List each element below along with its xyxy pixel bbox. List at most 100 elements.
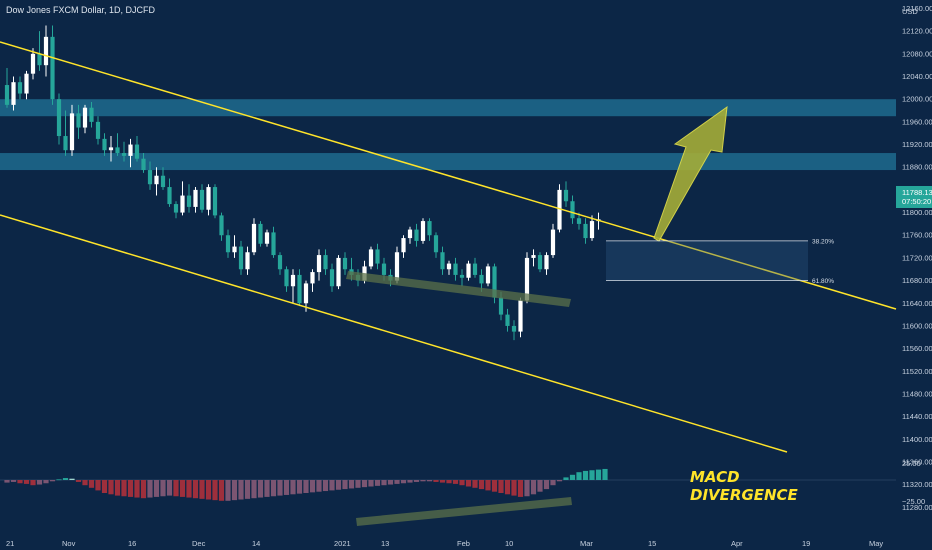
candle bbox=[518, 297, 523, 338]
price-divergence-line[interactable] bbox=[346, 271, 571, 307]
macd-bar bbox=[387, 480, 394, 485]
macd-bar bbox=[166, 480, 173, 496]
macd-bar bbox=[283, 480, 290, 495]
macd-scale-label: 25.00 bbox=[902, 459, 921, 468]
candle bbox=[589, 215, 595, 241]
candle bbox=[115, 133, 120, 156]
candle bbox=[141, 153, 146, 173]
time-axis-label: Dec bbox=[192, 539, 206, 548]
bullish-target-arrow[interactable] bbox=[653, 105, 728, 242]
time-axis-label: 10 bbox=[505, 539, 513, 548]
candle bbox=[43, 25, 49, 77]
macd-annotation: MACD DIVERGENCE bbox=[690, 468, 799, 504]
price-scale-label: 12120.00 bbox=[902, 27, 932, 36]
macd-bar bbox=[257, 480, 264, 498]
macd-bar bbox=[543, 480, 550, 490]
candle bbox=[570, 195, 575, 224]
macd-bar bbox=[309, 480, 316, 493]
time-axis-label: 14 bbox=[252, 539, 260, 548]
countdown-label: 07:50:20 bbox=[902, 197, 931, 206]
macd-bar bbox=[277, 480, 283, 496]
fib-label-61: 61.80% bbox=[812, 278, 834, 285]
candle bbox=[180, 181, 185, 216]
macd-bar bbox=[62, 478, 69, 480]
price-scale-label: 11760.00 bbox=[902, 231, 932, 240]
macd-bar bbox=[121, 480, 127, 497]
macd-bar bbox=[498, 480, 504, 493]
macd-divergence-line[interactable] bbox=[356, 497, 572, 526]
resistance-zone[interactable] bbox=[0, 153, 896, 171]
time-axis-label: 21 bbox=[6, 539, 14, 548]
candle bbox=[264, 229, 270, 247]
candle bbox=[173, 201, 179, 219]
macd-bar bbox=[381, 480, 387, 486]
macd-bar bbox=[114, 480, 121, 496]
candle bbox=[420, 218, 426, 244]
macd-bar bbox=[173, 480, 179, 497]
time-axis-label: 19 bbox=[802, 539, 810, 548]
macd-bar bbox=[95, 480, 101, 491]
candle bbox=[193, 187, 198, 213]
candle bbox=[63, 110, 68, 156]
price-scale[interactable]: 12160.00 12120.00 12080.00 12040.00 12000.00… bbox=[902, 4, 932, 512]
macd-bar bbox=[491, 480, 498, 492]
macd-bar bbox=[82, 480, 88, 486]
candle bbox=[323, 249, 328, 275]
candle bbox=[147, 161, 153, 190]
time-axis-label: 16 bbox=[128, 539, 136, 548]
candle bbox=[459, 269, 465, 287]
candle bbox=[102, 133, 107, 156]
candle bbox=[258, 221, 263, 247]
candle bbox=[121, 141, 127, 162]
price-scale-label: 11440.00 bbox=[902, 412, 932, 421]
candle bbox=[232, 235, 237, 258]
last-price-label: 11788.13 bbox=[902, 188, 932, 197]
upper-channel-line[interactable] bbox=[0, 41, 897, 310]
resistance-zone[interactable] bbox=[0, 99, 896, 117]
macd-scale: 25.00 −25.00 bbox=[902, 459, 925, 506]
candle bbox=[583, 218, 588, 244]
macd-bar bbox=[439, 480, 446, 483]
macd-bar bbox=[251, 480, 257, 499]
time-axis-label: 15 bbox=[648, 539, 656, 548]
macd-bar bbox=[485, 480, 491, 491]
macd-bar bbox=[205, 480, 212, 500]
lower-channel-line[interactable] bbox=[0, 214, 788, 453]
candle bbox=[82, 104, 88, 134]
candle bbox=[368, 246, 374, 270]
macd-bar bbox=[101, 480, 108, 493]
candle bbox=[440, 246, 445, 275]
price-scale-label: 11320.00 bbox=[902, 480, 932, 489]
candle bbox=[342, 252, 348, 275]
macd-bar bbox=[225, 480, 231, 501]
fib-zone bbox=[606, 240, 808, 281]
candle bbox=[128, 138, 133, 168]
time-axis-label: 2021 bbox=[334, 539, 351, 548]
macd-bar bbox=[153, 480, 160, 497]
candle bbox=[219, 212, 224, 241]
price-scale-label: 11800.00 bbox=[902, 208, 932, 217]
candle bbox=[329, 263, 335, 292]
macd-bar bbox=[30, 480, 36, 486]
macd-bar bbox=[238, 480, 244, 500]
time-axis[interactable]: 21 Nov 16 Dec 14 2021 13 Feb 10 Mar 15 Apr 19 May bbox=[6, 539, 883, 548]
candle bbox=[271, 226, 276, 258]
macd-bar bbox=[303, 480, 309, 493]
candle bbox=[30, 48, 36, 80]
price-scale-label: 11600.00 bbox=[902, 321, 932, 330]
candle bbox=[225, 229, 231, 258]
macd-bar bbox=[329, 480, 335, 491]
macd-bar bbox=[504, 480, 511, 495]
price-badge: 11788.13 07:50:20 bbox=[896, 186, 932, 208]
macd-bar bbox=[218, 480, 225, 501]
candle bbox=[401, 235, 406, 258]
candle bbox=[199, 184, 205, 213]
macd-bar bbox=[56, 479, 62, 481]
macd-bar bbox=[108, 480, 114, 495]
candle bbox=[76, 104, 81, 139]
candle bbox=[290, 269, 296, 304]
price-badge-box bbox=[896, 186, 932, 208]
macd-bar bbox=[335, 480, 342, 490]
